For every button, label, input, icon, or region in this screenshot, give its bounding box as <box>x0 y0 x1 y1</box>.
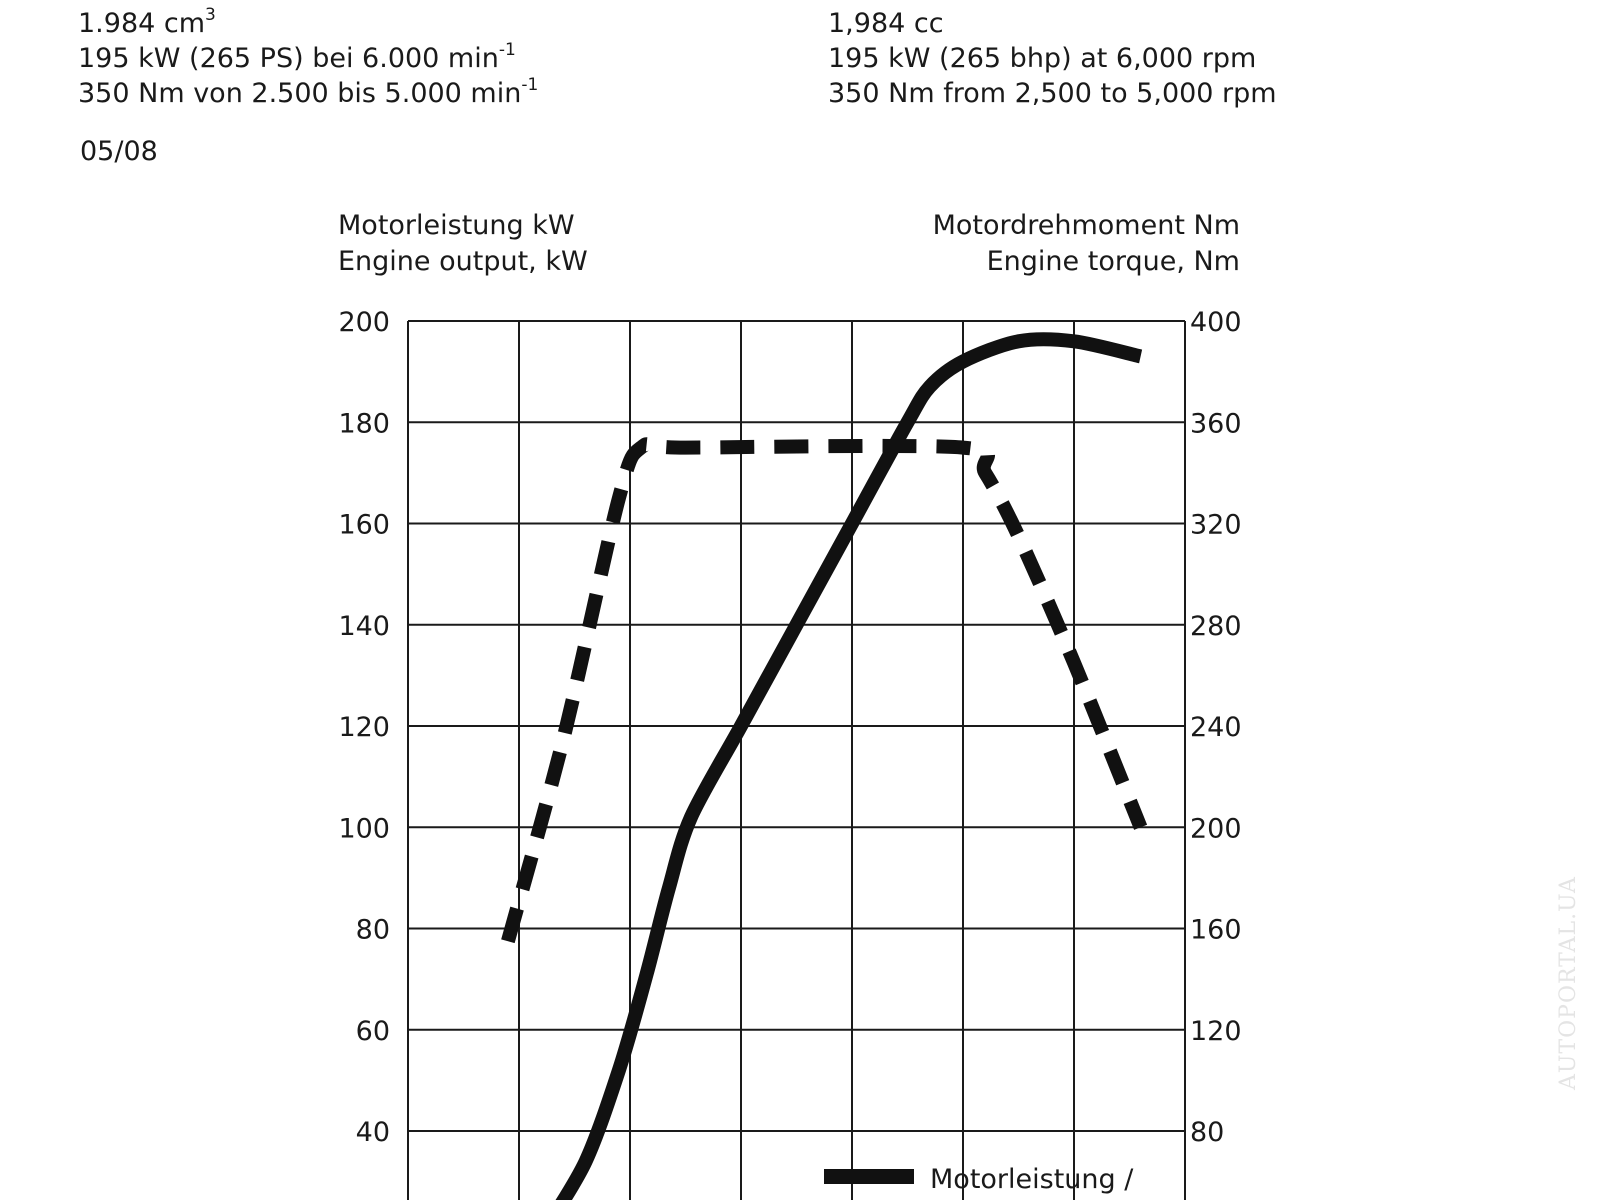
axis-titles: Motorleistung kW Engine output, kW Motor… <box>338 210 1240 277</box>
y-right-label-de: Motordrehmoment Nm <box>933 210 1240 241</box>
y-right-tick-label: 80 <box>1190 1117 1224 1148</box>
y-left-tick-label: 40 <box>356 1117 390 1148</box>
displacement-de: 1.984 cm3 <box>78 5 216 40</box>
displacement-en: 1,984 cc <box>828 8 944 39</box>
y-left-tick-label: 180 <box>338 408 390 439</box>
power-line <box>555 332 1143 1200</box>
power-en: 195 kW (265 bhp) at 6,000 rpm <box>828 43 1257 74</box>
y-right-label-en: Engine torque, Nm <box>987 246 1240 277</box>
power-de: 195 kW (265 PS) bei 6.000 min-1 <box>78 40 516 75</box>
y-left-tick-label: 60 <box>356 1016 390 1047</box>
spec-english: 1,984 cc 195 kW (265 bhp) at 6,000 rpm 3… <box>828 6 1277 111</box>
y-left-tick-label: 160 <box>338 510 390 541</box>
spec-german: 1.984 cm3 195 kW (265 PS) bei 6.000 min-… <box>78 6 538 111</box>
y-right-tick-label: 160 <box>1190 915 1242 946</box>
torque-de: 350 Nm von 2.500 bis 5.000 min-1 <box>78 75 539 110</box>
watermark: AUTOPORTAL.UA <box>1556 876 1581 1090</box>
torque-line <box>501 437 1148 944</box>
y-left-label-de: Motorleistung kW <box>338 210 575 241</box>
y-left-tick-label: 200 <box>338 307 390 338</box>
y-left-tick-label: 120 <box>338 712 390 743</box>
y-right-tick-label: 320 <box>1190 510 1242 541</box>
y-left-tick-label: 100 <box>338 813 390 844</box>
date-label: 05/08 <box>80 136 158 167</box>
legend-power-label: Motorleistung / <box>930 1164 1134 1195</box>
y-left-tick-label: 80 <box>356 915 390 946</box>
y-right-tick-label: 360 <box>1190 408 1242 439</box>
torque-en: 350 Nm from 2,500 to 5,000 rpm <box>828 78 1277 109</box>
y-right-tick-label: 400 <box>1190 307 1242 338</box>
series <box>501 332 1148 1200</box>
grid <box>407 320 1186 1200</box>
y-right-tick-label: 120 <box>1190 1016 1242 1047</box>
tick-labels: 200 180 160 140 120 100 80 60 40 400 360 320 280 240 2… <box>338 307 1241 1148</box>
y-right-tick-label: 280 <box>1190 611 1242 642</box>
y-right-tick-label: 240 <box>1190 712 1242 743</box>
legend: Motorleistung / <box>824 1164 1134 1195</box>
y-left-label-en: Engine output, kW <box>338 246 588 277</box>
y-right-tick-label: 200 <box>1190 813 1242 844</box>
legend-power-swatch <box>824 1169 914 1184</box>
y-left-tick-label: 140 <box>338 611 390 642</box>
